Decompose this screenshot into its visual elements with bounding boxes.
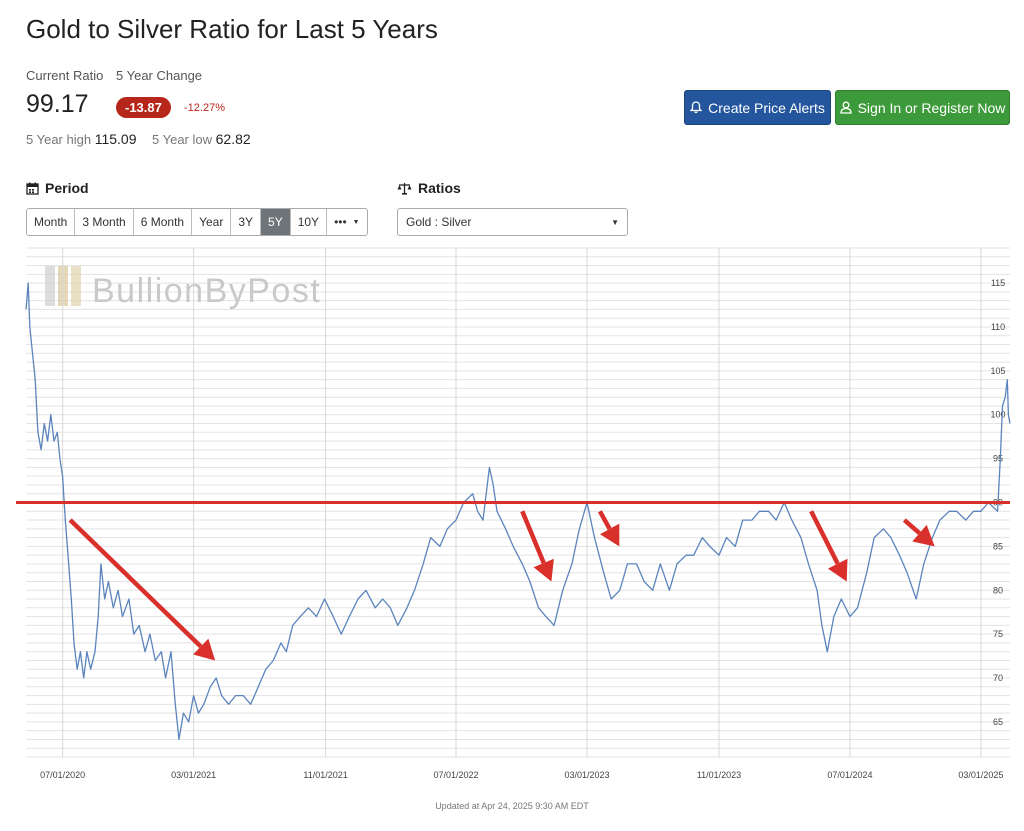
- y-tick-label: 95: [993, 454, 1003, 464]
- arrow-shaft: [597, 510, 612, 530]
- period-option[interactable]: Month: [27, 209, 76, 235]
- period-option[interactable]: 3 Month: [75, 209, 134, 235]
- ratio-series-line: [25, 282, 1011, 741]
- sign-in-register-label: Sign In or Register Now: [857, 99, 1006, 116]
- five-year-high: 5 Year high 115.09: [26, 131, 136, 147]
- ratios-label: Ratios: [418, 180, 461, 196]
- arrow-head-icon: [827, 558, 848, 582]
- watermark-bar-icon: [71, 266, 81, 306]
- five-year-change-label: 5 Year Change: [116, 68, 203, 83]
- y-tick-label: 75: [993, 629, 1003, 639]
- change-percent: -12.27%: [184, 102, 225, 114]
- scale-icon: [397, 182, 412, 195]
- arrow-head-icon: [533, 558, 554, 582]
- user-icon: [839, 101, 852, 114]
- y-tick-label: 100: [990, 410, 1005, 420]
- red-arrow-annotation: [68, 518, 216, 661]
- caret-down-icon: ▼: [352, 218, 360, 226]
- y-tick-label: 85: [993, 541, 1003, 551]
- x-tick-label: 07/01/2020: [40, 770, 85, 780]
- period-option[interactable]: 5Y: [261, 209, 291, 235]
- y-tick-label: 115: [991, 278, 1005, 288]
- x-tick-label: 07/01/2024: [827, 770, 872, 780]
- change-value-badge: -13.87: [116, 97, 171, 118]
- x-tick-label: 11/01/2023: [697, 770, 741, 780]
- five-year-high-value: 115.09: [94, 131, 137, 147]
- x-tick-label: 03/01/2021: [171, 770, 216, 780]
- period-option[interactable]: 10Y: [290, 209, 328, 235]
- sign-in-register-button[interactable]: Sign In or Register Now: [835, 90, 1010, 125]
- y-tick-label: 110: [991, 322, 1005, 332]
- period-option[interactable]: 3Y: [231, 209, 262, 235]
- page-title: Gold to Silver Ratio for Last 5 Years: [26, 14, 438, 44]
- x-tick-label: 11/01/2021: [303, 770, 347, 780]
- watermark: BullionByPost: [45, 266, 321, 310]
- five-year-low-value: 62.82: [215, 131, 251, 147]
- create-price-alerts-button[interactable]: Create Price Alerts: [684, 90, 831, 125]
- red-arrow-annotation: [520, 510, 554, 582]
- five-year-high-label: 5 Year high: [26, 132, 92, 147]
- watermark-text: BullionByPost: [92, 272, 321, 310]
- caret-down-icon: ▼: [611, 217, 619, 227]
- five-year-low-label: 5 Year low: [152, 132, 212, 147]
- ratios-heading: Ratios: [397, 180, 461, 196]
- arrow-head-icon: [600, 523, 620, 547]
- current-ratio-value: 99.17: [26, 90, 89, 118]
- x-tick-label: 03/01/2023: [564, 770, 609, 780]
- arrow-head-icon: [912, 524, 935, 547]
- x-tick-label: 07/01/2022: [434, 770, 479, 780]
- arrow-shaft: [520, 510, 546, 564]
- current-ratio-label: Current Ratio: [26, 68, 104, 83]
- x-tick-label: 03/01/2025: [958, 770, 1003, 780]
- ratio-dropdown[interactable]: Gold : Silver ▼: [397, 208, 628, 236]
- updated-timestamp: Updated at Apr 24, 2025 9:30 AM EDT: [435, 801, 589, 811]
- period-heading: Period: [26, 180, 89, 196]
- arrow-shaft: [809, 510, 840, 565]
- ratio-chart: BullionByPost 07/01/2020 03/01/2021 11/01/2…: [16, 247, 1011, 780]
- y-tick-label: 65: [993, 717, 1003, 727]
- period-option[interactable]: Year: [192, 209, 232, 235]
- watermark-bar-icon: [45, 266, 55, 306]
- period-selector: Month 3 Month 6 Month Year 3Y 5Y 10Y ••• ▼: [26, 208, 368, 236]
- red-arrow-annotation: [809, 510, 848, 582]
- bell-icon: [690, 101, 703, 114]
- y-tick-label: 80: [993, 585, 1003, 595]
- arrow-shaft: [68, 518, 203, 649]
- period-label: Period: [45, 180, 89, 196]
- arrow-head-icon: [193, 638, 216, 661]
- ratio-dropdown-value: Gold : Silver: [406, 215, 472, 229]
- calendar-icon: [26, 182, 39, 195]
- period-more-button[interactable]: ••• ▼: [327, 209, 367, 235]
- period-option[interactable]: 6 Month: [133, 209, 193, 235]
- y-tick-label: 105: [990, 366, 1005, 376]
- arrow-shaft: [902, 518, 921, 535]
- red-arrow-annotation: [597, 510, 620, 547]
- create-price-alerts-label: Create Price Alerts: [708, 99, 825, 116]
- red-arrow-annotation: [902, 518, 935, 547]
- five-year-low: 5 Year low 62.82: [152, 131, 251, 147]
- y-tick-label: 70: [993, 673, 1003, 683]
